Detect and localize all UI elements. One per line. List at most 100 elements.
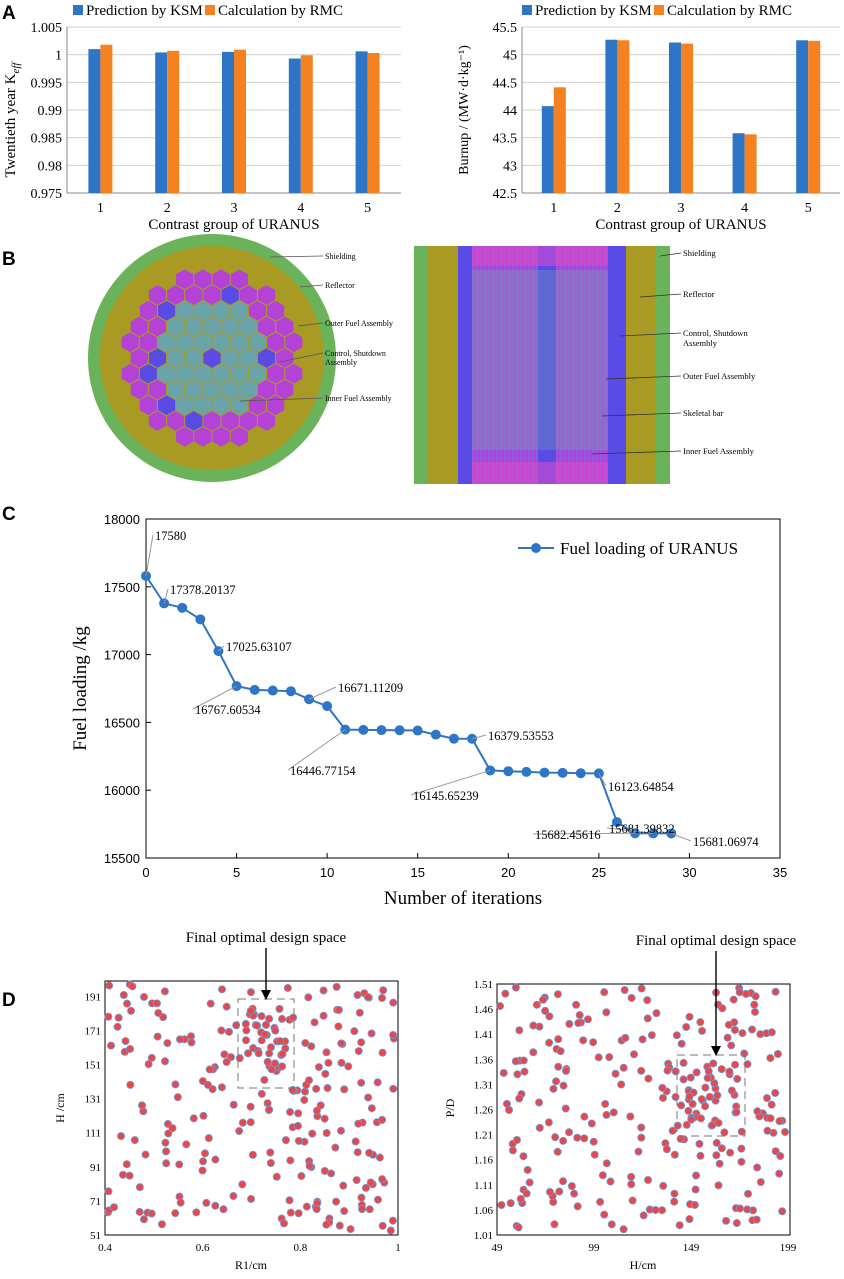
x-axis-label: Contrast group of URANUS — [148, 217, 319, 233]
scatter-point — [257, 1089, 266, 1098]
data-point — [358, 724, 369, 735]
scatter-point — [692, 1171, 701, 1180]
outer-fuel-hex — [248, 300, 266, 321]
y-tick-label: 1.06 — [474, 1205, 494, 1217]
scatter-point — [596, 1197, 605, 1206]
outer-fuel-hex — [230, 426, 248, 447]
scatter-point — [105, 981, 114, 990]
x-tick-label: 2 — [164, 201, 171, 216]
scatter-point — [335, 1221, 344, 1230]
y-tick-label: 1.26 — [474, 1105, 494, 1117]
scatter-point — [735, 1204, 744, 1213]
outer-fuel-hex — [176, 426, 194, 447]
scatter-point — [501, 989, 510, 998]
fuel-pin-stripe — [564, 246, 566, 484]
scatter-point — [778, 1207, 787, 1216]
fuel-pin-stripe — [556, 246, 558, 484]
scatter-point — [110, 1203, 119, 1212]
scatter-point — [544, 1118, 553, 1127]
scatter-point — [611, 1069, 620, 1078]
scatter-point — [561, 1104, 570, 1113]
outer-fuel-hex — [203, 285, 221, 305]
scatter-point — [388, 1216, 397, 1225]
scatter-point — [337, 1126, 346, 1135]
y-tick-label: 151 — [85, 1060, 102, 1072]
scatter-point — [756, 1178, 765, 1187]
annotation-label: 15682.45616 — [535, 828, 601, 842]
scatter-point — [499, 1068, 508, 1077]
scatter-point — [659, 1093, 668, 1102]
diagram-label: Assembly — [325, 358, 357, 367]
scatter-point — [141, 1150, 150, 1159]
annotation-leader — [287, 729, 346, 771]
outer-fuel-hex — [139, 300, 157, 321]
inner-fuel-hex — [185, 379, 203, 400]
data-point — [177, 602, 188, 613]
scatter-point — [152, 999, 161, 1008]
scatter-point — [628, 1196, 637, 1205]
scatter-point — [275, 1004, 284, 1013]
scatter-point — [696, 1151, 705, 1160]
scatter-point — [357, 1078, 366, 1087]
data-point — [412, 725, 423, 736]
scatter-point — [340, 1085, 349, 1094]
scatter-point — [176, 1198, 185, 1207]
scatter-point — [130, 1136, 139, 1145]
scatter-point — [771, 1147, 780, 1156]
scatter-point — [692, 1068, 701, 1077]
scatter-point — [644, 1074, 653, 1083]
data-point — [430, 729, 441, 740]
outer-fuel-hex — [239, 285, 257, 305]
y-tick-label: 171 — [85, 1025, 102, 1037]
outer-fuel-hex — [239, 411, 257, 431]
scatter-point — [688, 1099, 697, 1108]
y-tick-label: 111 — [85, 1128, 101, 1140]
scatter-point — [605, 1053, 614, 1062]
scatter-point — [556, 1047, 565, 1056]
outer-fuel-hex — [267, 363, 285, 384]
y-tick-label: 1.16 — [474, 1155, 494, 1167]
scatter-point — [301, 1039, 310, 1048]
annotation-leader — [471, 734, 487, 740]
data-point — [285, 686, 296, 697]
scatter-point — [127, 1006, 136, 1015]
outer-fuel-hex — [285, 363, 303, 384]
legend-swatch-ksm — [73, 5, 83, 15]
y-tick-label: 16500 — [104, 715, 140, 730]
x-tick-label: 1 — [97, 201, 104, 216]
outer-fuel-hex — [258, 379, 276, 400]
scatter-point — [322, 1129, 331, 1138]
scatter-point — [265, 1049, 274, 1058]
scatter-point — [192, 1208, 201, 1217]
scatter-point — [727, 1041, 736, 1050]
y-tick-label: 42.5 — [493, 187, 518, 202]
scatter-point — [775, 1117, 784, 1126]
annotation-label: 15681.06974 — [693, 835, 759, 849]
scatter-point — [767, 1100, 776, 1109]
scatter-point — [637, 1133, 646, 1142]
leader-line — [639, 293, 682, 298]
scatter-point — [773, 1049, 782, 1058]
scatter-point — [732, 1108, 741, 1117]
scatter-point — [670, 1197, 679, 1206]
scatter-point — [312, 1106, 321, 1115]
outer-fuel-hex — [194, 426, 212, 447]
data-point — [503, 766, 514, 777]
scatter-point — [583, 1015, 592, 1024]
fuel-pin-stripe — [500, 246, 502, 484]
scatter-point — [541, 1006, 550, 1015]
inner-fuel-hex — [239, 379, 257, 400]
scatter-point — [715, 1159, 724, 1168]
annotation-label: 17580 — [155, 529, 186, 543]
scatter-point — [247, 1194, 256, 1203]
scatter-point — [552, 1077, 561, 1086]
scatter-point — [357, 1193, 366, 1202]
scatter-point — [198, 1166, 207, 1175]
data-point — [521, 766, 532, 777]
outer-fuel-hex — [221, 411, 239, 431]
scatter-point — [602, 1008, 611, 1017]
scatter-point — [238, 1118, 247, 1127]
legend-swatch-ksm — [522, 5, 532, 15]
scatter-point — [312, 1084, 321, 1093]
